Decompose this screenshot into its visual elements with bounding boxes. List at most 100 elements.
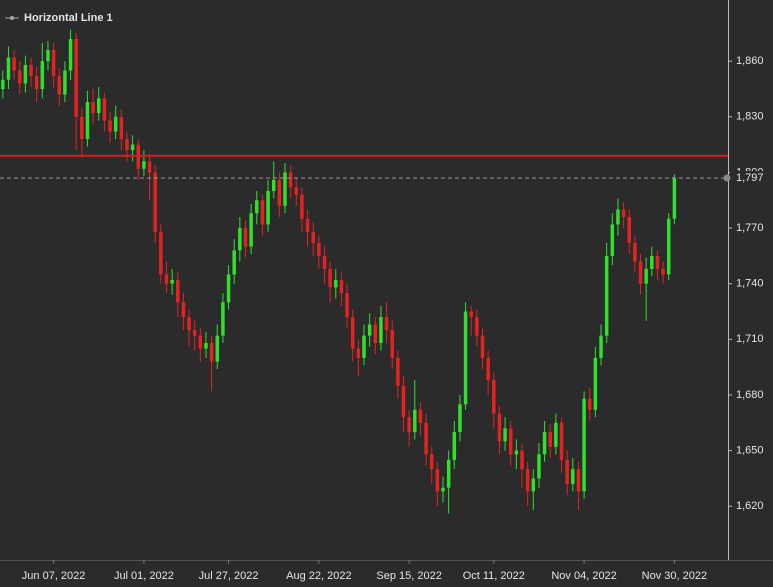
candle-body: [317, 242, 321, 256]
candle-body: [40, 61, 45, 90]
candle-body: [655, 255, 660, 269]
candle-body: [271, 179, 276, 191]
legend-label: Horizontal Line 1: [24, 12, 113, 24]
candle-body: [311, 231, 315, 243]
candle-body: [164, 274, 169, 284]
y-tick-label: 1,650: [736, 445, 764, 457]
candle-body: [418, 409, 423, 423]
candle-body: [367, 324, 372, 336]
y-tick-label: 1,770: [736, 222, 764, 234]
candle-body: [413, 409, 417, 433]
candle-body: [170, 280, 174, 284]
y-tick-label: 1,680: [736, 389, 764, 401]
candle-body: [548, 432, 552, 447]
candle-body: [102, 98, 107, 121]
candle-body: [638, 261, 643, 284]
candle-body: [593, 357, 598, 410]
candle-body: [221, 302, 225, 336]
candle-body: [525, 469, 530, 492]
candle-body: [644, 268, 648, 284]
candle-body: [23, 64, 28, 84]
candle-body: [627, 216, 631, 243]
candle-body: [85, 101, 90, 140]
candle-body: [153, 172, 157, 232]
candle-body: [232, 250, 236, 275]
candle-body: [91, 101, 95, 114]
candle-body: [599, 335, 603, 358]
candle-body: [345, 292, 349, 318]
y-tick-label: 1,620: [736, 500, 764, 512]
x-tick-label: Jul 27, 2022: [199, 570, 259, 582]
candle-body: [255, 200, 259, 214]
candle-body: [582, 398, 586, 492]
x-tick-label: Jun 07, 2022: [22, 570, 86, 582]
candle-body: [565, 459, 569, 484]
y-tick-label: 1,830: [736, 111, 764, 123]
legend-icon-dot: [10, 16, 14, 20]
candle-body: [260, 200, 265, 225]
candle-body: [604, 255, 609, 336]
candle-body: [181, 302, 186, 318]
candle-body: [633, 242, 637, 262]
candle-body: [373, 324, 378, 344]
legend[interactable]: Horizontal Line 1: [5, 12, 113, 24]
candle-body: [300, 194, 304, 219]
y-tick-label: 1,860: [736, 55, 764, 67]
candle-body: [379, 317, 383, 344]
candle-body: [514, 450, 519, 455]
candle-body: [277, 179, 282, 206]
candle-body: [283, 172, 287, 206]
candle-body: [492, 380, 496, 414]
candle-body: [322, 255, 327, 269]
candle-body: [243, 228, 248, 247]
candle-body: [204, 343, 208, 349]
candle-body: [508, 428, 513, 455]
candle-body: [63, 70, 67, 95]
candle-body: [587, 398, 592, 410]
candle-body: [119, 116, 124, 140]
candle-body: [294, 187, 299, 195]
candle-body: [401, 385, 406, 418]
candle-body: [542, 432, 547, 455]
candle-body: [339, 280, 344, 293]
last-price-label: 1,797: [736, 172, 764, 184]
x-tick-label: Sep 15, 2022: [376, 570, 441, 582]
candle-body: [571, 469, 575, 484]
candle-body: [666, 218, 671, 275]
candle-body: [390, 330, 394, 358]
candle-body: [520, 450, 524, 470]
candle-body: [446, 459, 451, 488]
candle-body: [503, 428, 507, 442]
candle-body: [97, 98, 101, 114]
candle-body: [576, 469, 581, 492]
candle-body: [334, 280, 338, 288]
candle-body: [475, 317, 479, 336]
candle-body: [176, 280, 180, 303]
candle-body: [159, 231, 163, 275]
x-tick-label: Nov 04, 2022: [551, 570, 616, 582]
candle-body: [407, 417, 411, 433]
candle-body: [559, 422, 564, 460]
candle-body: [661, 268, 665, 275]
candle-body: [396, 357, 400, 386]
candle-body: [384, 317, 389, 331]
y-tick-label: 1,710: [736, 333, 764, 345]
candle-body: [610, 224, 615, 256]
candle-body: [46, 50, 50, 62]
candle-body: [187, 317, 191, 331]
x-tick-label: Oct 11, 2022: [463, 570, 525, 582]
candle-body: [57, 76, 62, 95]
candle-body: [480, 335, 485, 358]
candle-body: [554, 422, 558, 447]
candle-body: [452, 432, 457, 460]
candle-body: [74, 38, 78, 117]
x-tick-label: Jul 01, 2022: [114, 570, 174, 582]
candle-body: [650, 255, 654, 269]
candle-body: [441, 487, 445, 492]
candle-body: [424, 422, 428, 455]
candle-body: [125, 139, 129, 151]
candle-body: [142, 161, 146, 169]
candle-body: [328, 268, 332, 288]
candle-body: [463, 311, 468, 405]
candle-body: [249, 213, 253, 247]
